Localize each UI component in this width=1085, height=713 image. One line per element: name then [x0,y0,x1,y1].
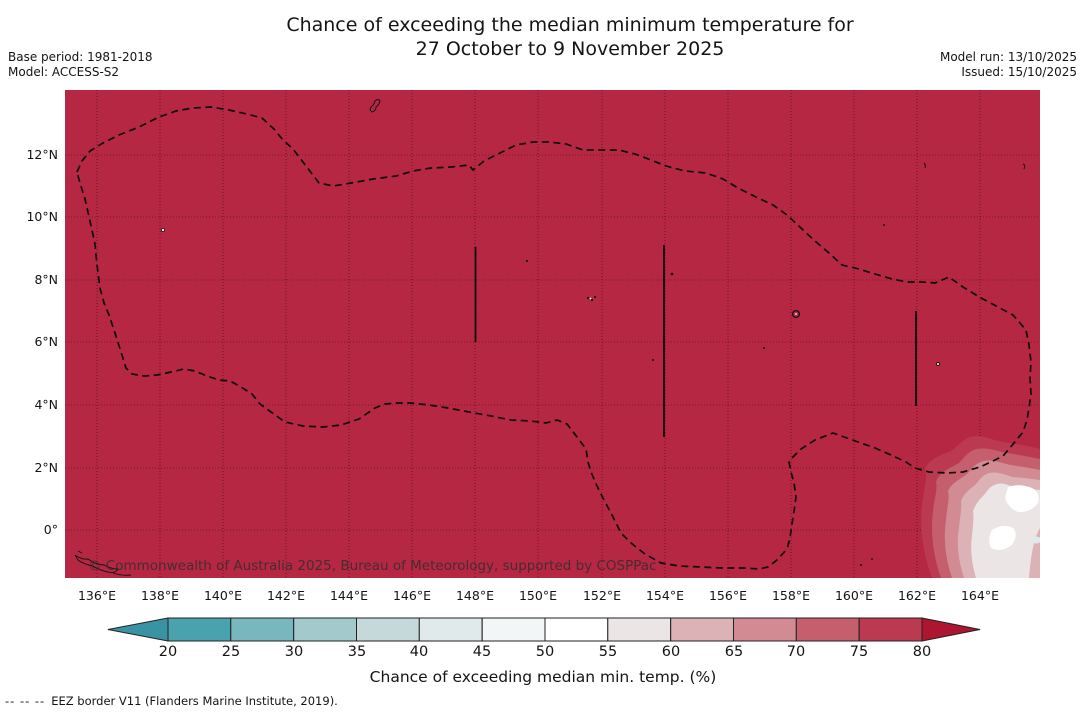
cbtick-80: 80 [912,644,932,660]
lat-label-6n: 6°N [34,334,58,349]
coastline-png [74,550,132,576]
longitude-gridlines [96,90,981,578]
island-speck-7 [1022,163,1026,170]
colorbar-seg-30-35 [293,617,358,642]
map-canvas[interactable]: © Commonwealth of Australia 2025, Bureau… [65,90,1040,578]
copyright-watermark: © Commonwealth of Australia 2025, Bureau… [88,558,656,574]
cbtick-25: 25 [221,644,241,660]
map-graphics: © Commonwealth of Australia 2025, Bureau… [65,90,1040,578]
lon-label-152e: 152°E [582,588,621,603]
contour-45-50-speck [1031,536,1040,544]
lat-label-4n: 4°N [34,397,58,412]
lon-label-156e: 156°E [708,588,747,603]
lon-label-144e: 144°E [329,588,368,603]
cbtick-45: 45 [472,644,492,660]
lat-label-0: 0° [43,522,58,537]
cbtick-70: 70 [786,644,806,660]
lat-label-10n: 10°N [26,209,58,224]
lon-label-142e: 142°E [266,588,305,603]
latitude-gridlines [65,154,1040,531]
colorbar-seg-55-60 [607,617,672,642]
island-speck-8 [860,564,862,566]
lon-label-160e: 160°E [834,588,873,603]
page-title: Chance of exceeding the median minimum t… [286,13,853,61]
lon-label-162e: 162°E [897,588,936,603]
probability-contours [921,436,1040,578]
lat-label-2n: 2°N [34,460,58,475]
title-line-1: Chance of exceeding the median minimum t… [286,14,854,36]
colorbar-seg-20-25 [167,617,232,642]
colorbar-seg-70-75 [795,617,860,642]
island-speck-6 [923,162,926,169]
lon-label-146e: 146°E [392,588,431,603]
cbtick-40: 40 [409,644,429,660]
cbtick-55: 55 [598,644,618,660]
lon-label-164e: 164°E [960,588,999,603]
colorbar-left-arrow [107,617,169,642]
colorbar-seg-35-40 [356,617,420,642]
island-speck-5 [883,224,885,226]
lon-label-150e: 150°E [518,588,557,603]
title-line-2: 27 October to 9 November 2025 [415,38,725,60]
island-speck-2 [670,272,674,276]
colorbar-seg-75-80 [858,617,923,642]
colorbar-seg-65-70 [733,617,797,642]
island-speck-1 [525,259,529,263]
eez-note-text: EEZ border V11 (Flanders Marine Institut… [51,694,338,708]
issued-text: Issued: 15/10/2025 [961,65,1077,79]
cbtick-65: 65 [724,644,744,660]
model-text: Model: ACCESS-S2 [8,65,120,79]
colorbar-seg-40-45 [418,617,483,642]
lon-label-136e: 136°E [77,588,116,603]
lat-label-12n: 12°N [26,147,58,162]
island-marks [74,99,1026,576]
colorbar-right-arrow [921,617,981,642]
colorbar-label: Chance of exceeding median min. temp. (%… [369,668,717,686]
cbtick-20: 20 [158,644,178,660]
eez-dash-sample: -- -- -- [5,694,46,708]
lat-label-8n: 8°N [34,272,58,287]
island-kosrae [936,362,940,366]
lon-label-154e: 154°E [645,588,684,603]
lon-label-140e: 140°E [203,588,242,603]
cbtick-30: 30 [284,644,304,660]
lon-label-158e: 158°E [771,588,810,603]
colorbar-seg-45-50 [481,617,546,642]
base-period-text: Base period: 1981-2018 [8,50,153,64]
island-yap [160,227,165,232]
island-chuuk [586,295,597,302]
island-speck-3 [763,347,765,349]
contour-50-55-b [989,525,1016,550]
lon-label-138e: 138°E [140,588,179,603]
island-speck-9 [871,558,873,560]
island-guam [369,99,381,113]
cbtick-60: 60 [661,644,681,660]
cbtick-50: 50 [535,644,555,660]
contour-50-55-a [1005,485,1039,513]
model-run-text: Model run: 13/10/2025 [939,50,1077,64]
island-pohnpei [791,309,801,319]
island-speck-4 [652,359,654,361]
colorbar-seg-60-65 [670,617,735,642]
run-info-right: Model run: 13/10/2025 Issued: 15/10/2025 [940,50,1077,80]
eez-footer-note: -- -- -- EEZ border V11 (Flanders Marine … [5,694,338,708]
colorbar-seg-25-30 [230,617,295,642]
cbtick-35: 35 [347,644,367,660]
eez-vertical-boundaries [474,245,917,437]
cbtick-75: 75 [849,644,869,660]
eez-border-dashed [76,106,1032,570]
lon-label-148e: 148°E [455,588,494,603]
run-info-left: Base period: 1981-2018 Model: ACCESS-S2 [8,50,153,80]
colorbar-seg-50-55 [544,617,609,642]
